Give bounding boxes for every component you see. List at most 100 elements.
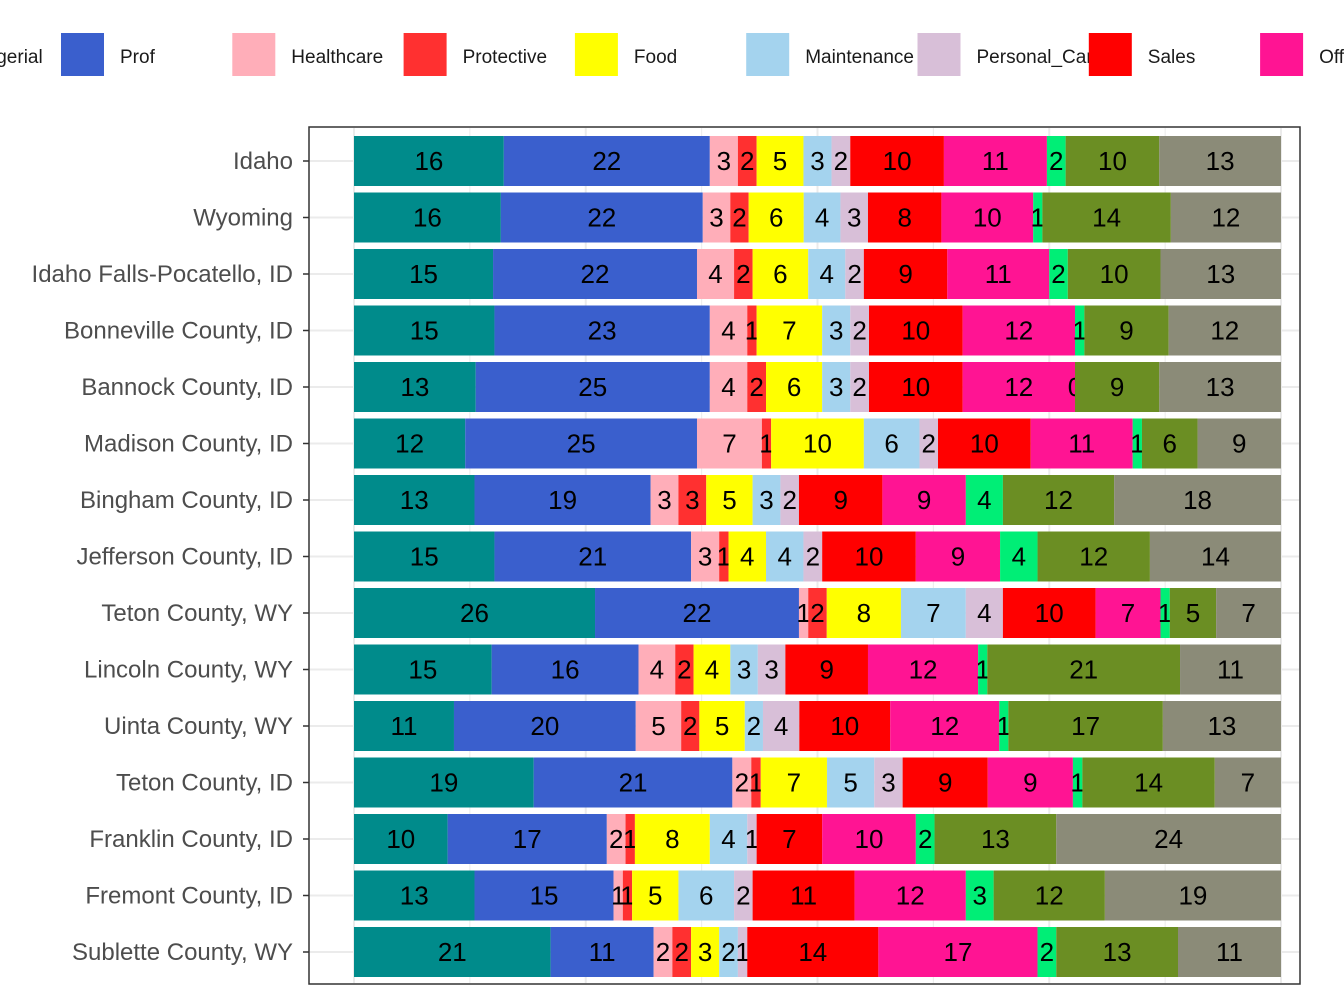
data-label: 6 [769,203,783,233]
bar-segment-maintenance [752,475,781,525]
data-label: 16 [413,203,442,233]
data-label: 21 [1069,655,1098,685]
data-label: 2 [922,429,936,459]
bar-row-bonneville-county-id: 15 23 4 1 7 3 2 10 12 1 9 12 [354,305,1281,356]
bar-segment-sales [867,192,942,243]
bar-segment-construction [1141,418,1198,469]
data-label: 9 [1110,372,1124,402]
data-label: 10 [901,316,930,346]
bar-row-bannock-county-id: 13254263210120913 [354,362,1281,412]
bar-segment-office [915,531,1001,582]
data-label: 10 [1100,259,1129,289]
data-label: 2 [1049,146,1063,176]
data-label: 21 [619,768,648,798]
data-label: 1 [717,542,731,572]
data-label: 3 [847,203,861,233]
data-label: 2 [834,146,848,176]
data-label: 21 [438,937,467,967]
legend-label: Managerial [0,47,43,68]
data-label: 11 [982,146,1009,176]
bar-segment-agriculture [1037,927,1057,977]
bar-segment-managerial [354,588,596,638]
legend-label: Office [1319,47,1344,68]
data-label: 11 [1068,429,1095,459]
bar-segment-prof [493,249,697,299]
bar-segment-maintenance [863,418,920,469]
bar-segment-sales [752,870,855,921]
data-label: 2 [677,655,691,685]
data-label: 5 [715,711,729,741]
bar-segment-food [756,305,823,356]
data-label: 17 [1071,711,1100,741]
bar-segment-personal-care [831,136,851,186]
data-label: 3 [698,542,712,572]
data-label: 1 [1158,598,1172,628]
bar-segment-prof [494,531,692,582]
bar-segment-personal-care [757,644,786,695]
bar-segment-production [1149,531,1281,582]
bar-segment-sales [938,418,1031,469]
data-label: 1 [620,881,634,911]
bar-segment-production [1104,870,1281,921]
bar-segment-protective [681,701,700,751]
bar-segment-healthcare [709,362,748,412]
bar-segment-protective [622,870,633,921]
bar-segment-personal-care [734,870,753,921]
legend-label: Healthcare [291,47,383,68]
data-label: 4 [740,542,754,572]
bar-segment-office [962,362,1075,412]
y-tick-label: Sublette County, WY [72,939,293,966]
bar-segment-maintenance [826,757,875,808]
bar-segment-sales [747,927,879,977]
data-label: 15 [409,259,438,289]
bar-segment-office [941,192,1034,243]
y-axis: Idaho Wyoming Idaho Falls-Pocatello, ID Bon… [32,148,309,966]
legend-label: Maintenance [805,47,914,68]
bar-segment-construction [1169,588,1217,638]
bar-segment-construction [1002,475,1115,525]
data-label: 19 [548,485,577,515]
bar-segment-agriculture [1160,588,1170,638]
bar-row-sublette-county-wy: 21 11 2 2 3 2 1 14 17 2 13 11 [354,927,1281,977]
bar-segment-production [1114,475,1281,525]
data-label: 6 [1163,429,1177,459]
data-label: 12 [1210,316,1239,346]
data-label: 11 [390,711,417,741]
data-label: 22 [683,598,712,628]
data-label: 3 [709,203,723,233]
bar-segment-agriculture [1072,757,1083,808]
data-label: 13 [1103,937,1132,967]
data-label: 19 [1178,881,1207,911]
y-tick-label: Idaho Falls-Pocatello, ID [32,261,293,288]
legend-item-sales: Sales [1088,33,1196,76]
bar-segment-prof [494,305,710,356]
bar-segment-food [691,927,720,977]
legend-item-office: Office [1260,33,1344,76]
bar-segment-healthcare [613,870,623,921]
data-label: 1 [997,711,1011,741]
data-label: 2 [782,485,796,515]
data-label: 14 [1201,542,1230,572]
bar-segment-protective [719,531,729,582]
legend-key [574,33,618,76]
data-label: 25 [567,429,596,459]
data-label: 12 [1004,316,1033,346]
data-label: 3 [737,655,751,685]
data-label: 14 [1134,768,1163,798]
bar-segment-office [987,757,1073,808]
bar-segment-office [878,927,1038,977]
bar-segment-prof [474,475,651,525]
data-label: 1 [745,824,759,854]
bar-row-uinta-county-wy: 11 20 5 2 5 2 4 10 12 1 17 13 [354,701,1281,751]
data-label: 5 [722,485,736,515]
y-tick-label: Lincoln County, WY [84,657,293,684]
bar-segment-personal-care [965,588,1003,638]
bar-segment-protective [675,644,694,695]
bar-segment-personal-care [780,475,799,525]
data-label: 1 [735,937,749,967]
bar-segment-agriculture [1046,136,1066,186]
data-label: 10 [386,824,415,854]
legend-label: Sales [1148,47,1196,68]
bar-segment-agriculture [915,814,935,864]
